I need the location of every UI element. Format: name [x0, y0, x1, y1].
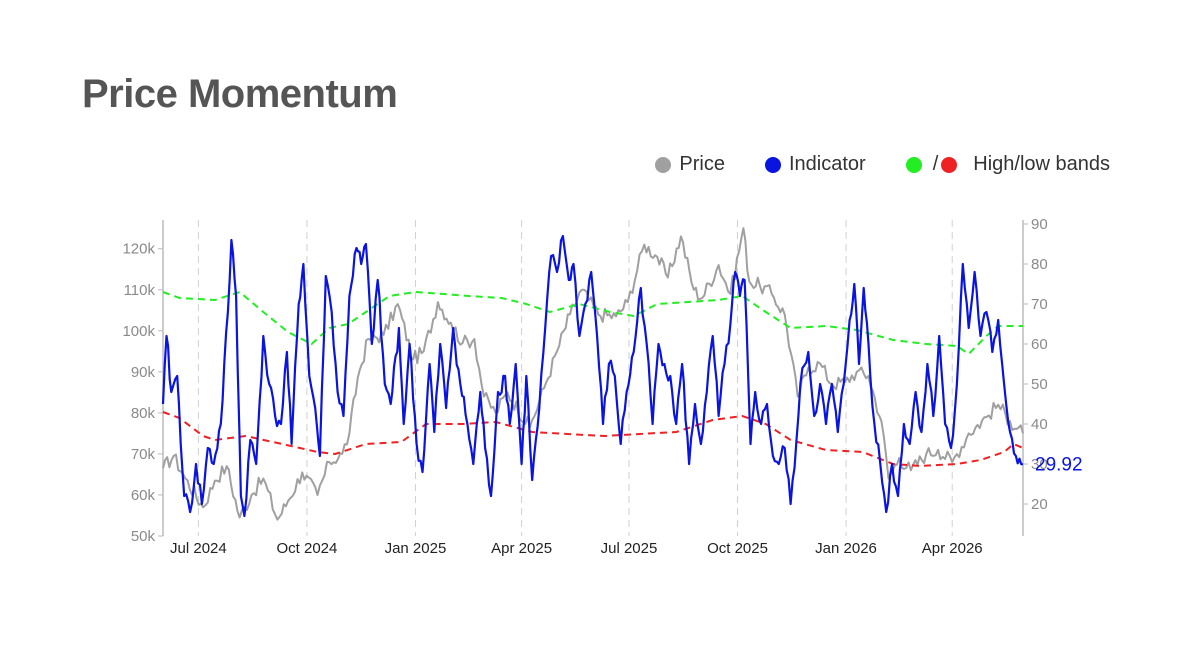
right-tick-label: 80: [1031, 256, 1048, 273]
bands-legend-separator: /: [932, 153, 939, 175]
bands-legend-dots: /: [905, 153, 966, 176]
legend-item-bands[interactable]: / High/low bands: [905, 153, 1110, 176]
chart-legend: Price Indicator / High/low bands: [615, 153, 1110, 176]
left-tick-label: 110k: [124, 282, 156, 299]
right-tick-label: 60: [1031, 336, 1048, 353]
right-tick-label: 30: [1031, 456, 1048, 473]
right-tick-label: 70: [1031, 296, 1048, 313]
legend-item-price[interactable]: Price: [655, 153, 725, 176]
high-band-legend-dot: [905, 156, 922, 173]
left-tick-label: 50k: [131, 528, 156, 545]
left-tick-label: 70k: [131, 446, 156, 463]
x-tick-label: Oct 2024: [276, 540, 337, 557]
legend-label-price: Price: [679, 153, 725, 175]
high-band-line: [162, 290, 1023, 356]
x-tick-label: Oct 2025: [707, 540, 768, 557]
low-band-legend-dot: [941, 156, 958, 173]
x-tick-label: Apr 2025: [491, 540, 552, 557]
price-legend-dot: [655, 156, 672, 173]
left-tick-label: 90k: [131, 364, 156, 381]
right-tick-label: 90: [1031, 216, 1048, 233]
legend-item-indicator[interactable]: Indicator: [764, 153, 866, 176]
right-tick-label: 50: [1031, 376, 1048, 393]
right-tick-label: 40: [1031, 416, 1048, 433]
indicator-legend-dot: [764, 156, 781, 173]
right-tick-label: 20: [1031, 496, 1048, 513]
x-tick-label: Jul 2024: [170, 540, 227, 557]
left-tick-label: 100k: [122, 323, 155, 340]
indicator-last-value-label: 29.92: [1035, 454, 1083, 475]
x-tick-label: Apr 2026: [922, 540, 983, 557]
left-tick-label: 60k: [131, 487, 156, 504]
page-title: Price Momentum: [82, 72, 398, 116]
legend-label-indicator: Indicator: [788, 153, 866, 175]
left-tick-label: 120k: [122, 241, 155, 258]
legend-label-bands: High/low bands: [973, 153, 1110, 175]
left-tick-label: 80k: [131, 405, 156, 422]
indicator-series-line: [161, 234, 1024, 518]
x-tick-label: Jan 2025: [385, 540, 447, 557]
x-tick-label: Jan 2026: [815, 540, 877, 557]
x-tick-label: Jul 2025: [601, 540, 658, 557]
low-band-line: [162, 411, 1024, 468]
